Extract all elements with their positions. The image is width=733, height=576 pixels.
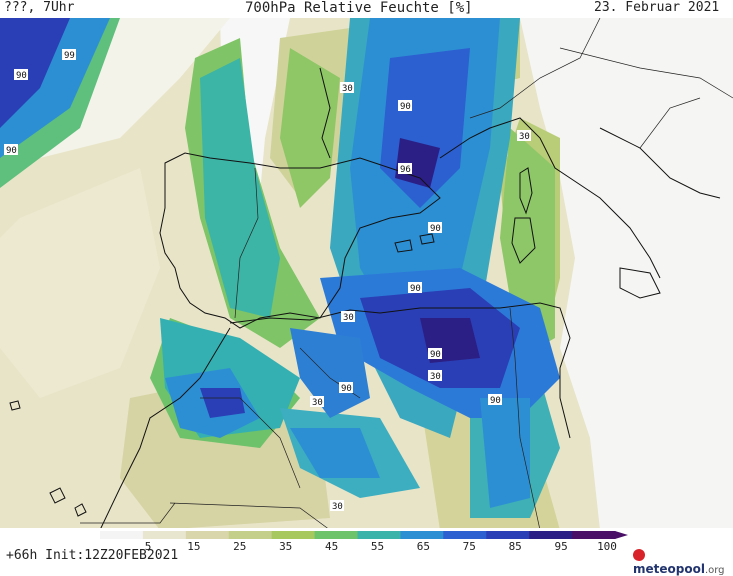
colorbar-segment	[100, 531, 144, 539]
colorbar	[100, 531, 628, 539]
colorbar-label: 45	[324, 540, 339, 553]
colorbar-label: 85	[508, 540, 522, 553]
colorbar-label: 5	[144, 540, 152, 553]
colorbar-segment	[314, 531, 358, 539]
colorbar-label: 75	[462, 540, 476, 553]
contour-label: 30	[332, 502, 343, 512]
contour-label: 90	[410, 284, 421, 294]
contour-label: 90	[490, 396, 501, 406]
colorbar-label: 55	[370, 540, 385, 553]
colorbar-segment	[142, 531, 187, 539]
logo-text: meteopool	[633, 562, 705, 576]
logo-suffix: .org	[704, 565, 725, 576]
init-time-label: +66h Init:12Z20FEB2021	[6, 548, 179, 563]
map-title: 700hPa Relative Feuchte [%]	[245, 0, 473, 16]
contour-label: 30	[342, 84, 353, 94]
contour-label: 90	[430, 350, 441, 360]
colorbar-label: 65	[416, 540, 431, 553]
contour-label: 90	[430, 224, 441, 234]
colorbar-label: 95	[554, 540, 568, 553]
valid-time-label: ???, 7Uhr	[4, 0, 75, 15]
header-bar: ???, 7Uhr 700hPa Relative Feuchte [%] 23…	[0, 0, 733, 18]
date-label: 23. Februar 2021	[594, 0, 720, 15]
colorbar-label: 100	[597, 540, 617, 553]
logo-icon	[633, 549, 645, 561]
colorbar-label: 25	[233, 540, 247, 553]
colorbar-label: 35	[279, 540, 293, 553]
colorbar-segment	[357, 531, 401, 539]
contour-label: 30	[519, 132, 530, 142]
colorbar-segment	[443, 531, 487, 539]
colorbar-arrow	[615, 531, 628, 539]
colorbar-segment	[271, 531, 316, 539]
colorbar-segment	[486, 531, 530, 539]
contour-label: 96	[400, 165, 411, 175]
contour-label: 30	[312, 398, 323, 408]
contour-label: 30	[430, 372, 441, 382]
contour-label: 90	[341, 384, 352, 394]
contour-label: 90	[16, 71, 27, 81]
contour-label: 90	[6, 146, 17, 156]
colorbar-segment	[400, 531, 444, 539]
contour-label: 90	[400, 102, 411, 112]
colorbar-segment	[572, 531, 616, 539]
humidity-map: 99 90 90 30 90 30 96 90 90 90 30 90 30 9…	[0, 18, 733, 530]
meteopool-logo[interactable]: meteopool.org	[633, 548, 733, 576]
contour-label: 30	[343, 313, 354, 323]
colorbar-segment	[228, 531, 273, 539]
colorbar-segment	[185, 531, 230, 539]
colorbar-segment	[529, 531, 573, 539]
contour-label: 99	[64, 51, 75, 61]
colorbar-label: 15	[187, 540, 201, 553]
